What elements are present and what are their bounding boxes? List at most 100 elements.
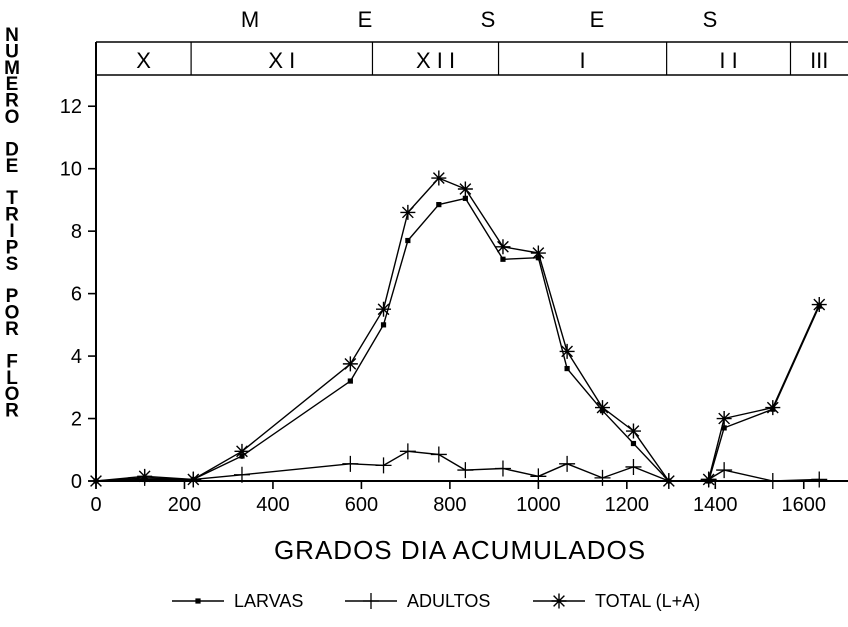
y-axis-label-letter: U	[5, 41, 19, 62]
marker-asterisk	[431, 170, 447, 186]
data-point	[701, 471, 717, 487]
marker-asterisk	[137, 468, 153, 484]
marker-plus	[594, 469, 611, 486]
data-point	[625, 458, 642, 475]
y-axis-label-letter: R	[5, 401, 19, 422]
marker-asterisk	[559, 343, 575, 359]
data-point	[500, 256, 506, 262]
marker-dot	[462, 195, 468, 201]
marker-dot	[721, 425, 727, 431]
data-point	[661, 473, 677, 489]
data-point	[430, 446, 447, 463]
data-point	[400, 204, 416, 220]
y-axis-label-letter: P	[6, 237, 19, 258]
marker-plus	[764, 473, 781, 489]
data-point	[594, 400, 610, 416]
x-tick-label: 1000	[516, 494, 561, 516]
x-axis-label: GRADOS DIA ACUMULADOS	[274, 535, 646, 565]
x-tick-label: 1400	[693, 494, 738, 516]
marker-plus	[494, 460, 511, 477]
y-axis-label-letter: I	[9, 221, 14, 242]
month-band-label: I	[580, 48, 586, 73]
marker-plus	[375, 457, 392, 474]
data-point	[436, 202, 442, 208]
y-axis-label-letter: S	[6, 254, 19, 275]
data-point	[462, 195, 468, 201]
data-point	[764, 473, 781, 489]
marker-asterisk	[716, 411, 732, 427]
marker-asterisk	[495, 239, 511, 255]
marker-plus	[625, 458, 642, 475]
y-axis-label-letter: O	[5, 107, 20, 128]
marker-asterisk	[457, 181, 473, 197]
series-line	[95, 450, 670, 482]
legend-marker	[551, 593, 567, 609]
data-point	[457, 181, 473, 197]
top-title-letter: M	[241, 7, 259, 32]
marker-plus	[430, 446, 447, 463]
legend-entry: TOTAL (L+A)	[533, 591, 700, 611]
marker-dot	[500, 256, 506, 262]
data-point	[185, 471, 201, 487]
marker-asterisk	[811, 297, 827, 313]
month-band-label: X I	[268, 48, 295, 73]
axis-ticks: 0 200 400 600 800 1000 1200 1400 1600 0 2 4 6 8 10 12	[60, 96, 826, 516]
y-axis-label-letter: R	[5, 319, 19, 340]
y-axis-label-letter: T	[6, 188, 18, 209]
y-tick-label: 10	[60, 159, 82, 181]
marker-asterisk	[342, 356, 358, 372]
marker-asterisk	[376, 301, 392, 317]
series-larvas	[93, 195, 822, 484]
data-point	[811, 297, 827, 313]
y-tick-label: 8	[71, 221, 82, 243]
legend-marker	[195, 598, 201, 604]
top-title-letter: S	[481, 7, 496, 32]
series-line	[708, 304, 820, 480]
month-band-strip: X X I X I I I I I III	[96, 41, 848, 76]
series-layer	[88, 170, 828, 489]
data-point	[137, 468, 153, 484]
y-axis-label-letter: D	[5, 139, 19, 160]
legend-label: ADULTOS	[407, 591, 490, 611]
data-point	[721, 425, 727, 431]
data-point	[342, 455, 359, 472]
marker-asterisk	[88, 473, 104, 489]
marker-asterisk	[594, 400, 610, 416]
data-point	[495, 239, 511, 255]
top-title-letter: E	[590, 7, 605, 32]
data-point	[88, 473, 104, 489]
data-point	[342, 356, 358, 372]
marker-dot	[564, 365, 570, 372]
y-axis-label-letter: P	[6, 286, 19, 307]
marker-dot	[347, 378, 353, 384]
y-axis-label-letter: M	[4, 58, 20, 79]
marker-dot	[195, 598, 201, 604]
marker-plus	[342, 455, 359, 472]
data-point	[234, 443, 250, 459]
data-point	[494, 460, 511, 477]
y-axis-label-letter: R	[5, 91, 19, 112]
y-axis-label-letter: O	[5, 384, 20, 405]
marker-asterisk	[185, 471, 201, 487]
marker-asterisk	[625, 423, 641, 439]
series-line	[95, 177, 670, 482]
marker-plus	[233, 466, 250, 483]
x-tick-label: 600	[345, 494, 378, 516]
y-tick-label: 6	[71, 284, 82, 306]
month-band-label: X	[136, 48, 151, 73]
data-point	[347, 378, 353, 384]
data-point	[399, 443, 416, 460]
x-tick-label: 200	[168, 494, 201, 516]
data-point	[457, 462, 474, 479]
y-tick-label: 2	[71, 409, 82, 431]
y-axis-label-letter: E	[6, 156, 19, 177]
y-tick-label: 0	[71, 471, 82, 493]
month-band-label: X I I	[416, 48, 455, 73]
data-point	[594, 469, 611, 486]
y-tick-label: 4	[71, 346, 82, 368]
data-point	[559, 343, 575, 359]
series-total-l-a	[88, 170, 827, 489]
